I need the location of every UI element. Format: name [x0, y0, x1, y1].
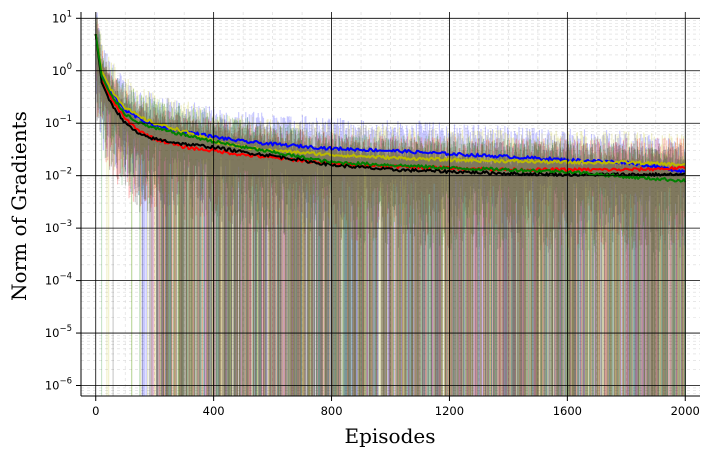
axes	[80, 12, 700, 397]
y-axis-label: Norm of Gradients	[7, 111, 31, 301]
series-line	[94, 33, 686, 174]
x-tick-label: 1600	[553, 404, 582, 418]
y-tick-label: 10−4	[45, 272, 72, 288]
x-tick-label: 800	[321, 404, 343, 418]
major-grid	[81, 12, 700, 396]
series-lines	[94, 33, 687, 183]
x-tick-label: 400	[203, 404, 225, 418]
y-tick-label: 10−2	[45, 167, 72, 183]
y-tick-label: 10−5	[45, 324, 72, 340]
series-line	[94, 33, 687, 183]
x-tick-label: 0	[92, 404, 99, 418]
y-tick-label: 10−6	[45, 377, 72, 393]
x-axis-label: Episodes	[344, 424, 435, 448]
minor-grid	[81, 12, 700, 396]
y-tick-label: 100	[52, 62, 72, 78]
series-noise-path	[95, 12, 686, 396]
y-tick-label: 10−1	[45, 114, 72, 130]
y-tick-label: 101	[52, 9, 72, 25]
series-noise-band	[95, 12, 686, 396]
series-noise-path	[95, 18, 686, 396]
x-tick-label: 1200	[435, 404, 464, 418]
y-tick-label: 10−3	[45, 219, 72, 235]
x-tick-label: 2000	[671, 404, 700, 418]
tick-labels: 0 400 800 1200 1600 2000 101 100 10−1 10−2 10−3 10−…	[45, 9, 700, 418]
series-noise-band	[95, 18, 686, 396]
